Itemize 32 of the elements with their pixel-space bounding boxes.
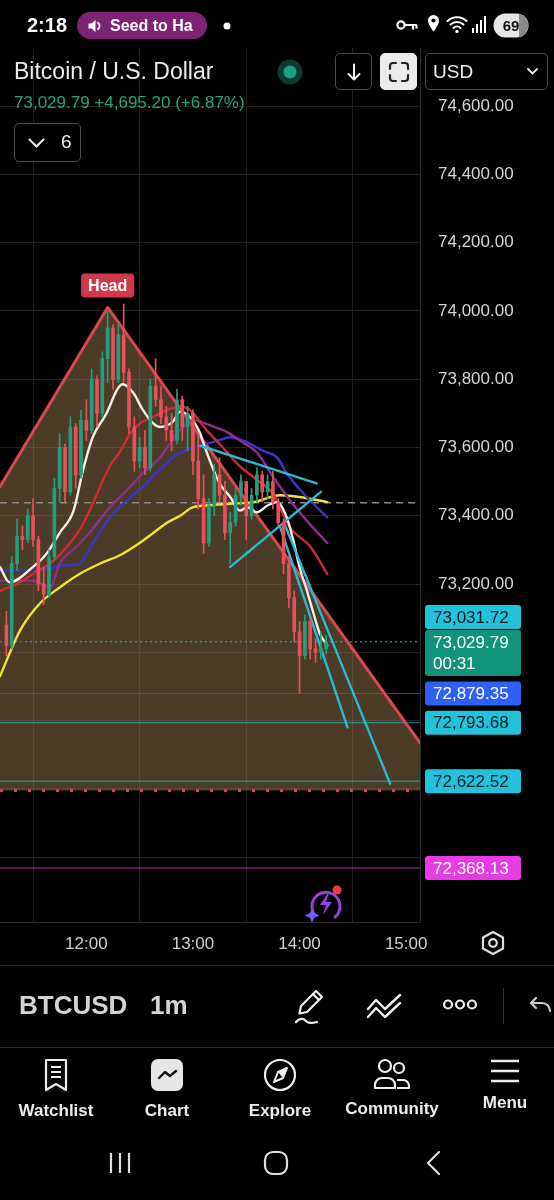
text: 73,029.79 +4,695.20 (+6.87%) <box>14 93 245 113</box>
annotation: Head <box>88 276 128 294</box>
media-chip: Seed to Ha <box>77 12 207 39</box>
text: 2:18 <box>27 13 68 37</box>
y-tick-label: 74,600.00 <box>438 95 514 115</box>
x-tick-label: 15:00 <box>384 933 428 953</box>
text: Watchlist <box>18 1101 94 1121</box>
text: Chart <box>144 1101 190 1121</box>
x-tick-label: 14:00 <box>278 933 321 953</box>
text: BTCUSD <box>19 990 128 1020</box>
text: Community <box>345 1099 439 1119</box>
ref-line-label: 72,793.68 <box>433 713 509 733</box>
y-tick-label: 73,200.00 <box>438 573 514 593</box>
chart-title: Bitcoin / U.S. Dollar <box>14 57 214 85</box>
ref-line-label: 73,031.72 <box>433 607 509 627</box>
currency-dropdown: USD <box>425 53 548 90</box>
y-tick-label: 73,800.00 <box>438 368 514 388</box>
text: Explore <box>248 1101 312 1121</box>
x-tick-label: 12:00 <box>65 933 108 953</box>
ref-line-label: 72,622.52 <box>433 771 509 791</box>
text: Menu <box>482 1093 528 1113</box>
y-tick-label: 74,000.00 <box>438 300 514 320</box>
annotation: 6 <box>61 131 72 153</box>
x-tick-label: 13:00 <box>171 933 215 953</box>
y-tick-label: 73,400.00 <box>438 505 514 525</box>
y-tick-label: 74,400.00 <box>438 164 514 184</box>
y-tick-label: 74,200.00 <box>438 232 514 252</box>
ref-line-label: 72,879.35 <box>433 684 509 704</box>
ref-line-label: 73,029.79 00:31 <box>433 632 509 673</box>
ref-line-label: 72,368.13 <box>433 858 509 878</box>
y-tick-label: 73,600.00 <box>438 437 514 457</box>
text: 1m <box>150 990 188 1020</box>
